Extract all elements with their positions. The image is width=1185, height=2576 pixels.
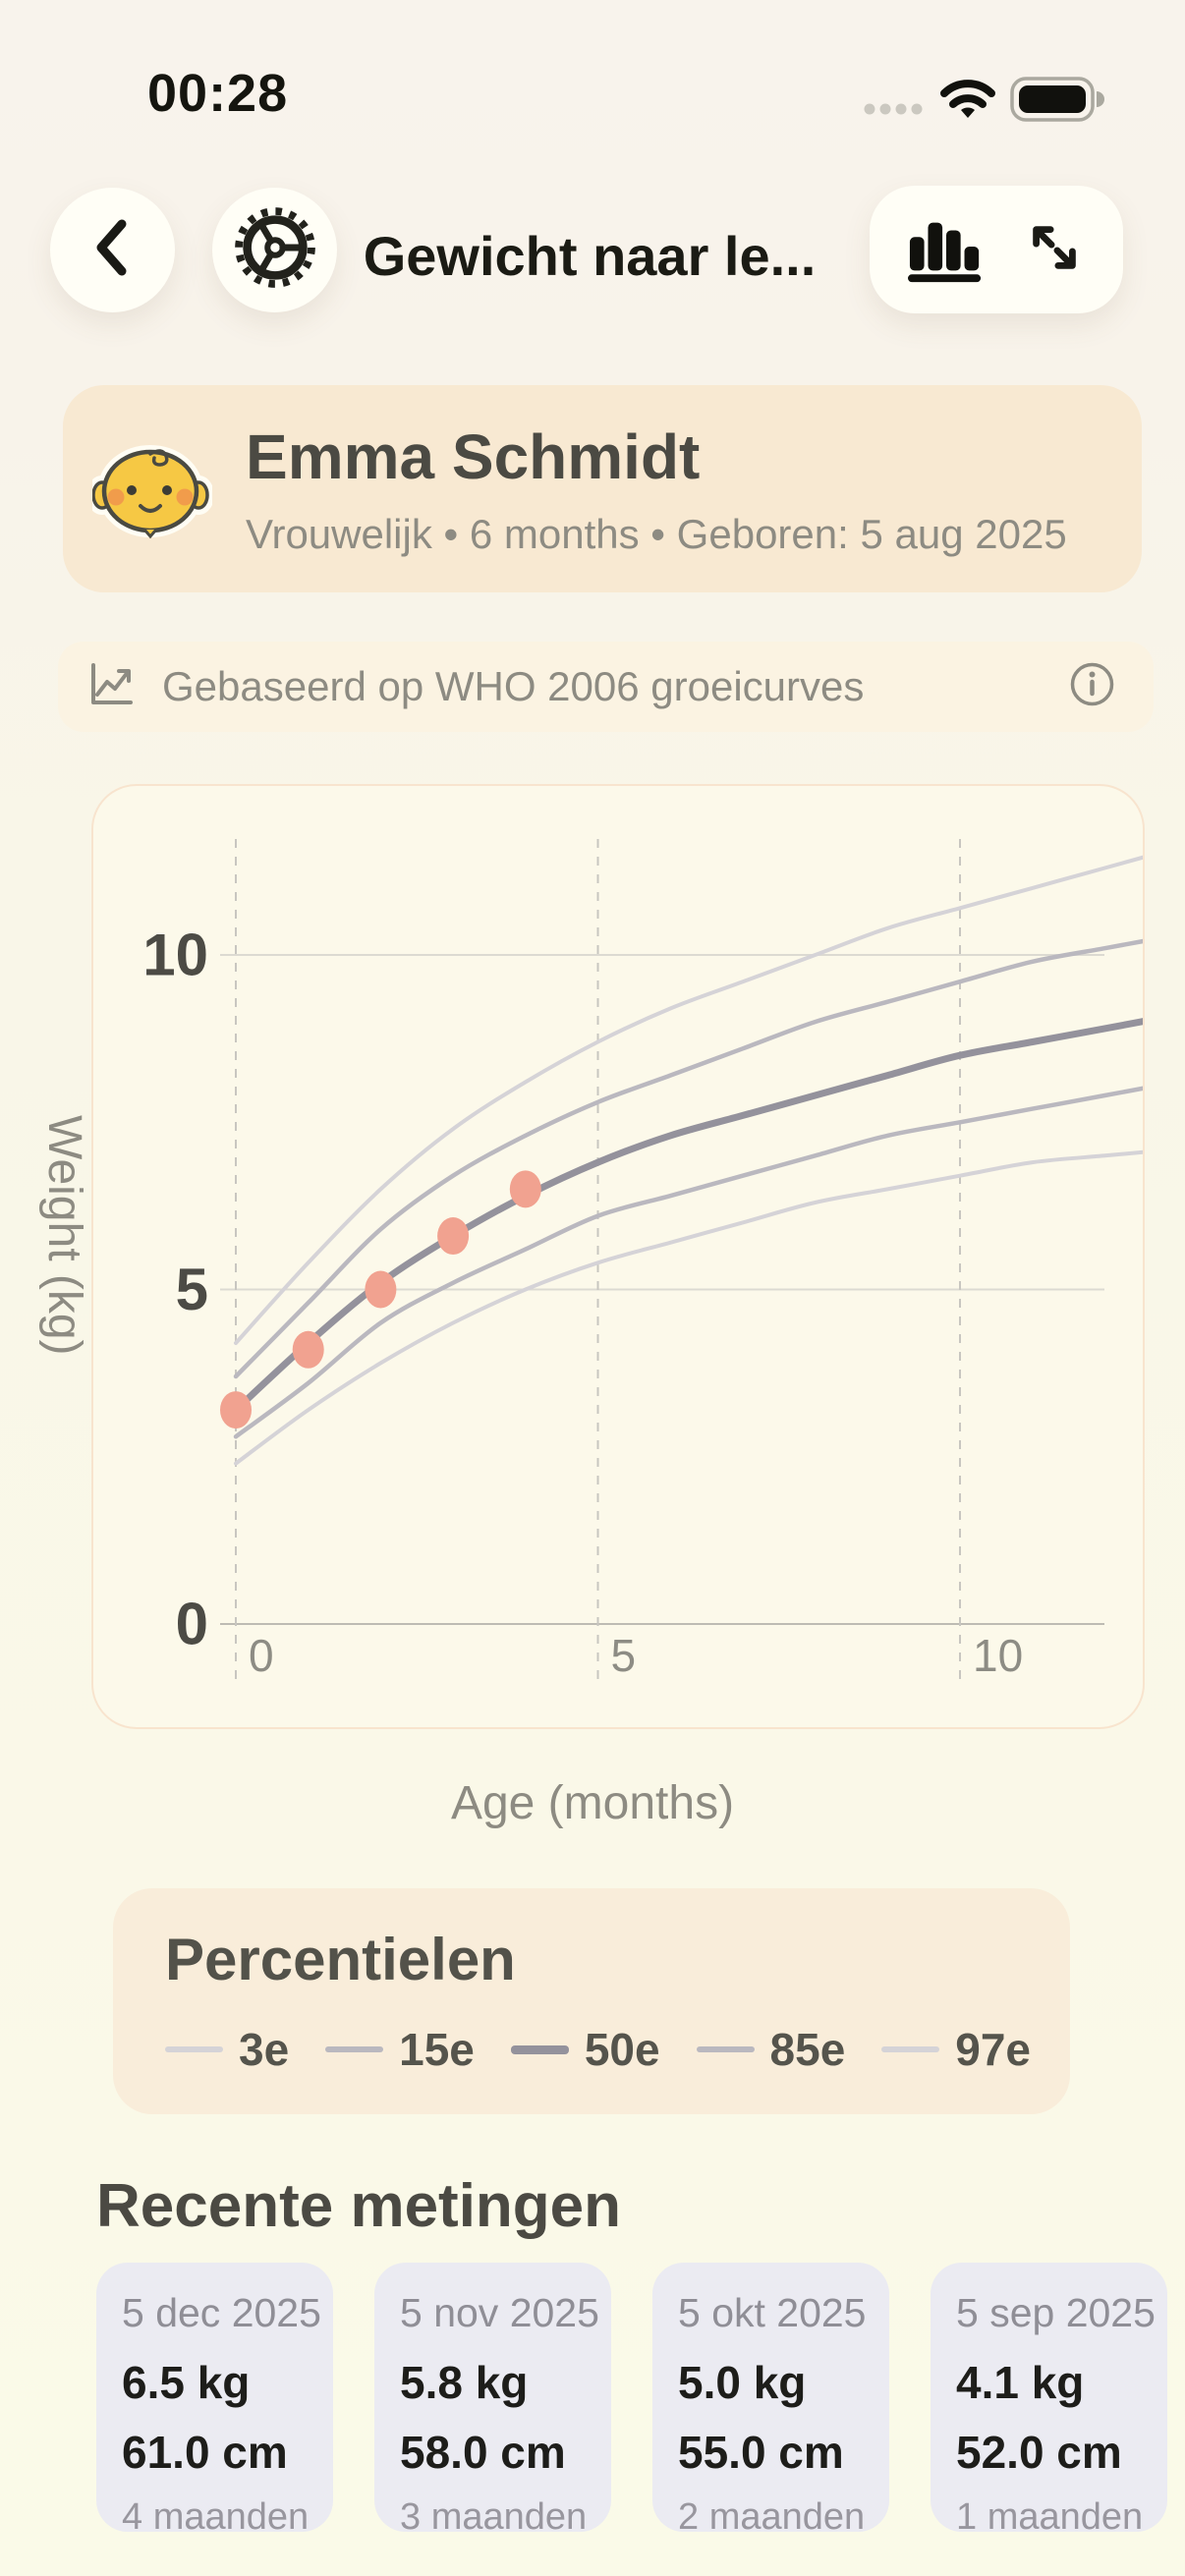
measurement-age: 1 maanden (956, 2496, 1144, 2538)
measurement-length: 52.0 cm (956, 2427, 1122, 2478)
expand-icon[interactable] (1024, 217, 1085, 283)
legend-swatch (696, 2046, 755, 2052)
measurement-length: 61.0 cm (122, 2427, 288, 2478)
measurement-weight: 4.1 kg (956, 2357, 1085, 2408)
trend-chart-icon (85, 659, 137, 715)
measurement-cards-row: 5 dec 2025 6.5 kg 61.0 cm 4 maanden 5 nov 20… (96, 2263, 1167, 2538)
y-axis-label: Weight (kg) (38, 1115, 90, 1356)
settings-button[interactable] (212, 188, 337, 312)
patient-name: Emma Schmidt (246, 421, 701, 492)
y-tick-label: 5 (176, 1257, 208, 1322)
data-point[interactable] (437, 1217, 470, 1256)
baby-avatar-icon (86, 444, 214, 540)
legend-row: 3e 15e 50e 85e 97e (165, 2023, 1031, 2076)
header-actions (870, 186, 1123, 313)
data-point[interactable] (509, 1170, 541, 1208)
measurement-date: 5 okt 2025 (678, 2290, 867, 2335)
legend-title: Percentielen (165, 1927, 516, 1992)
who-info-banner: Gebaseerd op WHO 2006 groeicurves (58, 642, 1154, 732)
measurement-age: 3 maanden (400, 2496, 588, 2538)
legend-item-85e: 85e (696, 2023, 846, 2076)
percentile-curve-85e (233, 938, 1143, 1379)
legend-swatch (325, 2046, 384, 2052)
legend-label: 85e (769, 2024, 846, 2075)
measurement-length: 58.0 cm (400, 2427, 566, 2478)
bar-chart-icon[interactable] (908, 212, 985, 288)
data-point[interactable] (292, 1330, 324, 1369)
x-tick-label: 10 (973, 1630, 1023, 1681)
legend-label: 97e (955, 2024, 1031, 2075)
battery-icon (1010, 77, 1104, 127)
x-tick-label: 0 (249, 1630, 274, 1681)
page-title: Gewicht naar le... (363, 225, 817, 287)
legend-label: 50e (584, 2024, 660, 2075)
info-icon[interactable] (1069, 661, 1115, 712)
legend-item-97e: 97e (881, 2023, 1031, 2076)
measurement-date: 5 sep 2025 (956, 2290, 1156, 2335)
recent-measurements-title: Recente metingen (96, 2172, 622, 2240)
chevron-left-icon (89, 216, 137, 284)
measurement-weight: 5.8 kg (400, 2357, 529, 2408)
measurement-card[interactable]: 5 nov 2025 5.8 kg 58.0 cm 3 maanden (374, 2263, 611, 2538)
x-axis-label: Age (months) (450, 1777, 735, 1829)
patient-details: Vrouwelijk • 6 months • Geboren: 5 aug 2… (246, 511, 1067, 557)
back-button[interactable] (50, 188, 175, 312)
gear-icon (233, 205, 317, 295)
legend-item-15e: 15e (325, 2023, 475, 2076)
legend-label: 15e (399, 2024, 475, 2075)
legend-item-3e: 3e (165, 2023, 289, 2076)
percentile-legend-card: Percentielen 3e 15e 50e 85e 97e (113, 1888, 1070, 2114)
measurement-date: 5 dec 2025 (122, 2290, 321, 2335)
wifi-icon (939, 79, 996, 127)
percentile-curve-3e (234, 1149, 1143, 1466)
legend-swatch (510, 2044, 569, 2054)
measurement-card[interactable]: 5 dec 2025 6.5 kg 61.0 cm 4 maanden (96, 2263, 333, 2538)
cellular-dots-icon (863, 97, 926, 122)
growth-chart[interactable]: 0 5 10 0 5 10 (91, 784, 1145, 1729)
status-time: 00:28 (147, 64, 289, 123)
measurement-card[interactable]: 5 okt 2025 5.0 kg 55.0 cm 2 maanden (652, 2263, 889, 2538)
measurement-age: 2 maanden (678, 2496, 866, 2538)
legend-swatch (881, 2046, 940, 2052)
who-banner-text: Gebaseerd op WHO 2006 groeicurves (162, 663, 865, 709)
percentile-curve-50e (232, 1018, 1143, 1414)
patient-card[interactable]: Emma Schmidt Vrouwelijk • 6 months • Geb… (63, 385, 1142, 592)
measurement-weight: 5.0 kg (678, 2357, 807, 2408)
y-tick-label: 0 (176, 1592, 208, 1657)
measurement-card[interactable]: 5 sep 2025 4.1 kg 52.0 cm 1 maanden (931, 2263, 1167, 2538)
measurement-length: 55.0 cm (678, 2427, 844, 2478)
growth-chart-card: 0 5 10 0 5 10 (91, 784, 1145, 1729)
percentile-curve-97e (234, 855, 1143, 1345)
status-icons (863, 77, 1104, 127)
legend-label: 3e (239, 2024, 290, 2075)
legend-item-50e: 50e (510, 2023, 660, 2076)
data-point[interactable] (220, 1391, 252, 1429)
measurement-date: 5 nov 2025 (400, 2290, 599, 2335)
measurement-weight: 6.5 kg (122, 2357, 251, 2408)
percentile-curve-15e (233, 1086, 1143, 1439)
y-tick-label: 10 (142, 923, 208, 988)
measurement-age: 4 maanden (122, 2496, 310, 2538)
data-point[interactable] (365, 1270, 397, 1309)
x-tick-label: 5 (611, 1630, 637, 1681)
legend-swatch (165, 2046, 223, 2052)
